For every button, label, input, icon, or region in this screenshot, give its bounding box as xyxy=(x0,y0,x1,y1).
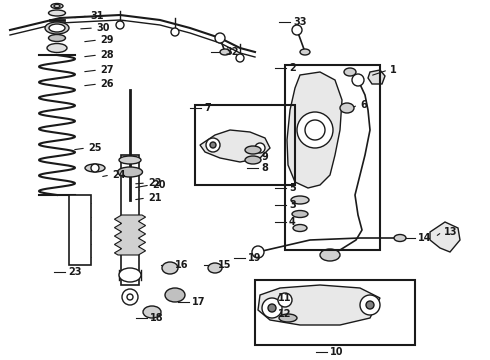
Ellipse shape xyxy=(49,10,66,16)
Ellipse shape xyxy=(293,225,307,231)
Circle shape xyxy=(215,33,225,43)
Ellipse shape xyxy=(118,167,143,177)
Circle shape xyxy=(171,28,179,36)
Ellipse shape xyxy=(292,211,308,217)
Ellipse shape xyxy=(208,263,222,273)
Ellipse shape xyxy=(394,234,406,242)
Bar xyxy=(255,280,415,345)
Ellipse shape xyxy=(291,196,309,204)
Ellipse shape xyxy=(51,4,63,9)
Polygon shape xyxy=(114,215,146,255)
Text: 25: 25 xyxy=(88,143,101,153)
Text: 10: 10 xyxy=(330,347,343,357)
Text: 9: 9 xyxy=(261,152,268,162)
Circle shape xyxy=(278,293,292,307)
Ellipse shape xyxy=(344,68,356,76)
Circle shape xyxy=(360,295,380,315)
Ellipse shape xyxy=(340,103,354,113)
Circle shape xyxy=(352,74,364,86)
Circle shape xyxy=(252,246,264,258)
Text: 2: 2 xyxy=(289,63,296,73)
Ellipse shape xyxy=(143,306,161,318)
Text: 27: 27 xyxy=(100,65,114,75)
Polygon shape xyxy=(430,222,460,252)
Text: 28: 28 xyxy=(100,50,114,60)
Text: 13: 13 xyxy=(444,227,458,237)
Text: 14: 14 xyxy=(418,233,432,243)
Ellipse shape xyxy=(119,156,141,164)
Ellipse shape xyxy=(220,49,230,55)
Text: 12: 12 xyxy=(278,309,292,319)
Circle shape xyxy=(366,301,374,309)
Circle shape xyxy=(292,25,302,35)
Text: 6: 6 xyxy=(360,100,367,110)
Text: 33: 33 xyxy=(293,17,307,27)
Ellipse shape xyxy=(279,314,297,322)
Text: 17: 17 xyxy=(192,297,205,307)
Ellipse shape xyxy=(45,22,69,34)
Ellipse shape xyxy=(49,24,65,32)
Circle shape xyxy=(262,298,282,318)
Polygon shape xyxy=(368,70,385,84)
Circle shape xyxy=(236,54,244,62)
Text: 32: 32 xyxy=(225,47,239,57)
Circle shape xyxy=(122,289,138,305)
Text: 21: 21 xyxy=(148,193,162,203)
Polygon shape xyxy=(287,72,342,188)
Bar xyxy=(285,65,380,250)
Polygon shape xyxy=(258,285,380,325)
Text: 16: 16 xyxy=(175,260,189,270)
Circle shape xyxy=(206,138,220,152)
Polygon shape xyxy=(200,130,270,162)
Text: 4: 4 xyxy=(289,217,296,227)
Ellipse shape xyxy=(49,35,66,41)
Ellipse shape xyxy=(54,4,60,8)
Ellipse shape xyxy=(85,164,105,172)
Circle shape xyxy=(210,142,216,148)
Bar xyxy=(121,155,139,285)
Text: 26: 26 xyxy=(100,79,114,89)
Circle shape xyxy=(268,304,276,312)
Ellipse shape xyxy=(245,146,261,154)
Text: 30: 30 xyxy=(96,23,109,33)
Ellipse shape xyxy=(162,262,178,274)
Bar xyxy=(69,195,91,265)
Text: 7: 7 xyxy=(204,103,211,113)
Ellipse shape xyxy=(119,268,141,282)
Text: 19: 19 xyxy=(248,253,262,263)
Bar xyxy=(195,105,295,185)
Text: 11: 11 xyxy=(278,293,292,303)
Circle shape xyxy=(91,164,99,172)
Ellipse shape xyxy=(47,44,67,53)
Text: 8: 8 xyxy=(261,163,268,173)
Text: 22: 22 xyxy=(148,178,162,188)
Text: 23: 23 xyxy=(68,267,81,277)
Text: 1: 1 xyxy=(390,65,397,75)
Text: 31: 31 xyxy=(90,11,103,21)
Text: 3: 3 xyxy=(289,200,296,210)
Circle shape xyxy=(255,143,265,153)
Text: 5: 5 xyxy=(289,183,296,193)
Circle shape xyxy=(305,120,325,140)
Ellipse shape xyxy=(165,288,185,302)
Text: 29: 29 xyxy=(100,35,114,45)
Ellipse shape xyxy=(300,49,310,55)
Text: 15: 15 xyxy=(218,260,231,270)
Circle shape xyxy=(127,294,133,300)
Circle shape xyxy=(297,112,333,148)
Ellipse shape xyxy=(245,156,261,164)
Ellipse shape xyxy=(320,249,340,261)
Text: 20: 20 xyxy=(152,180,166,190)
Text: 24: 24 xyxy=(112,170,125,180)
Text: 18: 18 xyxy=(150,313,164,323)
Circle shape xyxy=(116,21,124,29)
